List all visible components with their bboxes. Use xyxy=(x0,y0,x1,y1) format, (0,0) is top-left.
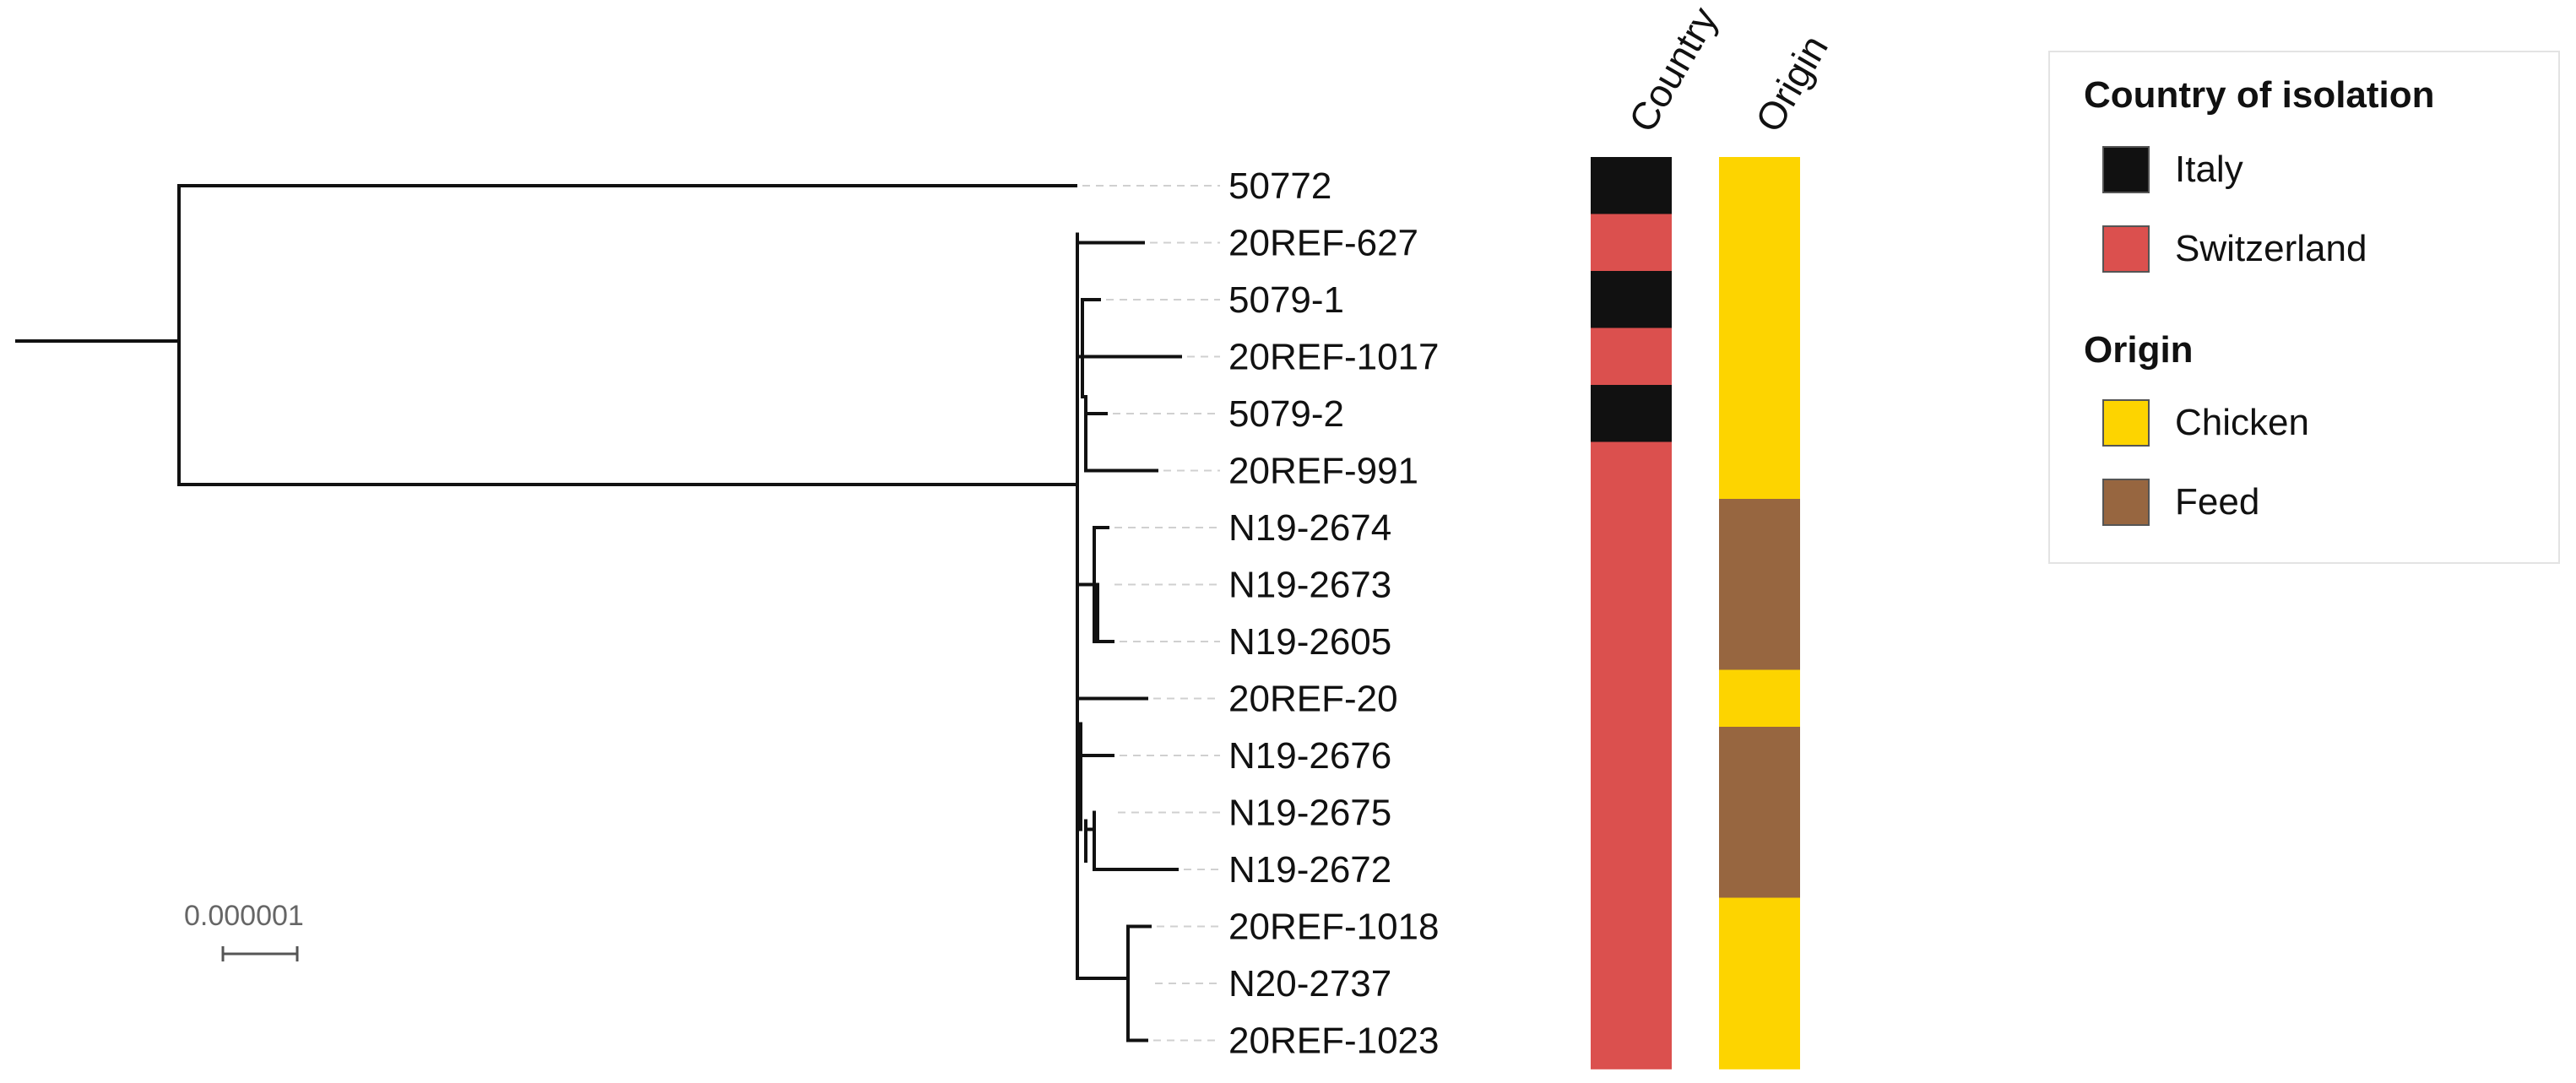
legend-origin-title: Origin xyxy=(2084,329,2194,371)
scale-bar: 0.000001 xyxy=(184,900,304,961)
tip-label: N20-2737 xyxy=(1228,963,1391,1004)
origin-cell xyxy=(1719,214,1800,272)
country-cell xyxy=(1591,214,1672,272)
tip-label: N19-2676 xyxy=(1228,735,1391,777)
origin-cell xyxy=(1719,613,1800,671)
scale-bar-label: 0.000001 xyxy=(184,900,304,932)
tip-label: 20REF-991 xyxy=(1228,451,1418,492)
origin-cell xyxy=(1719,897,1800,956)
country-cell xyxy=(1591,1011,1672,1069)
legend-item-italy: Italy xyxy=(2102,146,2243,193)
country-cell xyxy=(1591,841,1672,899)
origin-cell xyxy=(1719,669,1800,728)
country-column-header: Country xyxy=(1620,0,1727,139)
legend-item-feed: Feed xyxy=(2102,479,2260,526)
tip-label: N19-2673 xyxy=(1228,565,1391,606)
legend-label-switzerland: Switzerland xyxy=(2175,228,2367,269)
tip-label: N19-2605 xyxy=(1228,621,1391,663)
origin-cell xyxy=(1719,385,1800,443)
country-cell xyxy=(1591,441,1672,500)
legend-item-chicken: Chicken xyxy=(2102,399,2309,447)
country-cell xyxy=(1591,897,1672,956)
legend-label-chicken: Chicken xyxy=(2175,402,2309,443)
country-cell xyxy=(1591,271,1672,329)
origin-cell xyxy=(1719,783,1800,842)
origin-cell xyxy=(1719,1011,1800,1069)
tip-label: 20REF-627 xyxy=(1228,223,1418,264)
legend-swatch-chicken xyxy=(2102,399,2150,447)
country-cell xyxy=(1591,727,1672,785)
origin-column-header: Origin xyxy=(1747,28,1836,139)
legend: Country of isolation Italy Switzerland O… xyxy=(2048,51,2560,564)
tip-label: 50772 xyxy=(1228,165,1331,207)
origin-cell xyxy=(1719,955,1800,1013)
legend-country-title: Country of isolation xyxy=(2084,74,2435,116)
tip-label: N19-2675 xyxy=(1228,793,1391,834)
origin-cell xyxy=(1719,441,1800,500)
tip-leader-lines xyxy=(1082,185,1220,1042)
country-cell xyxy=(1591,669,1672,728)
tip-label: 20REF-1018 xyxy=(1228,907,1439,948)
legend-label-feed: Feed xyxy=(2175,481,2260,523)
legend-swatch-italy xyxy=(2102,146,2150,193)
country-cell xyxy=(1591,783,1672,842)
tip-labels: 50772 20REF-627 5079-1 20REF-1017 5079-2 20RE… xyxy=(1228,165,1439,1062)
country-color-strip xyxy=(1591,157,1672,1069)
tip-label: N19-2674 xyxy=(1228,507,1391,549)
country-cell xyxy=(1591,955,1672,1013)
tip-label: 20REF-20 xyxy=(1228,679,1398,720)
country-cell xyxy=(1591,328,1672,386)
country-cell xyxy=(1591,499,1672,557)
legend-label-italy: Italy xyxy=(2175,149,2243,190)
origin-cell xyxy=(1719,727,1800,785)
legend-item-switzerland: Switzerland xyxy=(2102,225,2367,273)
origin-cell xyxy=(1719,555,1800,614)
legend-swatch-feed xyxy=(2102,479,2150,526)
origin-color-strip xyxy=(1719,157,1800,1069)
legend-swatch-switzerland xyxy=(2102,225,2150,273)
country-cell xyxy=(1591,555,1672,614)
origin-cell xyxy=(1719,271,1800,329)
tip-label: N19-2672 xyxy=(1228,849,1391,891)
origin-cell xyxy=(1719,499,1800,557)
country-cell xyxy=(1591,613,1672,671)
origin-cell xyxy=(1719,841,1800,899)
country-cell xyxy=(1591,385,1672,443)
tree-branches xyxy=(15,184,1182,1042)
tip-label: 20REF-1023 xyxy=(1228,1021,1439,1062)
tip-label: 20REF-1017 xyxy=(1228,337,1439,378)
origin-cell xyxy=(1719,328,1800,386)
origin-cell xyxy=(1719,157,1800,215)
tip-label: 5079-2 xyxy=(1228,393,1344,435)
tip-label: 5079-1 xyxy=(1228,279,1344,321)
country-cell xyxy=(1591,157,1672,215)
